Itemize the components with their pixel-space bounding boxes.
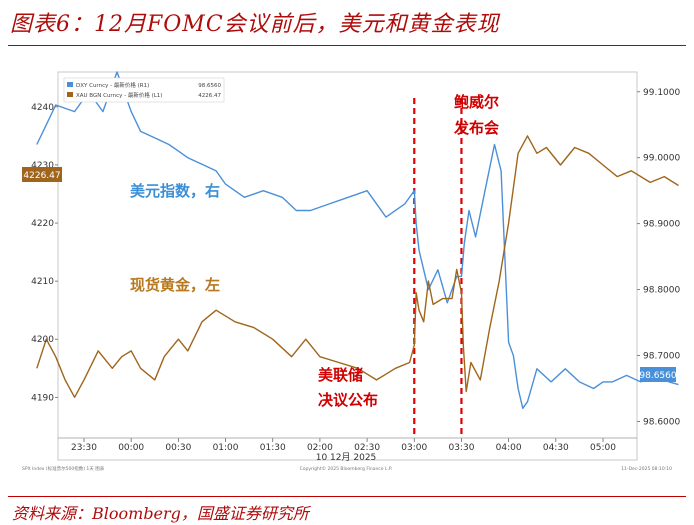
y-left-tick-label: 4230 xyxy=(31,161,54,171)
y-left-tick-label: 4240 xyxy=(31,103,54,113)
legend-swatch-xau xyxy=(67,92,73,97)
x-tick-label: 00:00 xyxy=(118,443,144,453)
last-value-badge-left xyxy=(22,167,62,182)
x-tick-label: 05:00 xyxy=(590,443,616,453)
last-value-left-text: 4226.47 xyxy=(23,171,60,181)
annotation-powell-line2: 发布会 xyxy=(453,119,499,137)
source-note: 资料来源：Bloomberg，国盛证券研究所 xyxy=(12,504,309,523)
chart-legend: DXY Curncy - 最新价格 (R1) 98.6560 XAU BGN C… xyxy=(63,77,225,103)
y-right-tick-label: 98.6000 xyxy=(643,418,680,428)
legend-swatch-dxy xyxy=(67,82,73,87)
footer-left: SPX Index (标准普尔500指数) 1天 图表 xyxy=(22,465,105,472)
x-date-label: 10 12月 2025 xyxy=(316,452,377,463)
source-rule xyxy=(8,496,686,497)
legend-label-xau: XAU BGN Curncy - 最新价格 (L1) xyxy=(76,91,162,99)
legend-value-xau: 4226.47 xyxy=(198,93,221,99)
y-right-tick-label: 99.1000 xyxy=(643,88,680,98)
annotation-dxy: 美元指数，右 xyxy=(130,182,220,200)
y-left-tick-label: 4210 xyxy=(31,277,54,287)
chart-title: 图表6：12月FOMC会议前后，美元和黄金表现 xyxy=(10,12,500,37)
x-tick-label: 03:00 xyxy=(401,443,427,453)
y-left-tick-label: 4200 xyxy=(31,335,54,345)
x-tick-label: 02:00 xyxy=(307,443,333,453)
annotation-fed-decision-line2: 决议公布 xyxy=(318,391,378,409)
last-value-badge-right xyxy=(640,367,676,382)
legend-label-dxy: DXY Curncy - 最新价格 (R1) xyxy=(76,81,149,89)
y-left-tick-label: 4220 xyxy=(31,219,54,229)
last-value-right-text: 98.6560 xyxy=(639,371,676,381)
annotation-powell-line1: 鲍威尔 xyxy=(454,93,499,111)
series-line-dxy xyxy=(36,71,679,409)
x-tick-label: 00:30 xyxy=(165,443,191,453)
y-right-tick-label: 98.9000 xyxy=(643,220,680,230)
x-tick-label: 23:30 xyxy=(71,443,97,453)
y-right-tick-label: 98.7000 xyxy=(643,352,680,362)
y-right-tick-label: 98.8000 xyxy=(643,286,680,296)
x-tick-label: 04:00 xyxy=(496,443,522,453)
legend-value-dxy: 98.6560 xyxy=(198,83,221,89)
series-line-gold xyxy=(36,135,679,398)
annotation-fed-decision-line1: 美联储 xyxy=(318,366,363,384)
y-left-tick-label: 4190 xyxy=(31,393,54,403)
x-tick-label: 01:30 xyxy=(260,443,286,453)
y-right-tick-label: 99.0000 xyxy=(643,154,680,164)
x-tick-label: 01:00 xyxy=(213,443,239,453)
x-tick-label: 02:30 xyxy=(354,443,380,453)
footer-right: 11-Dec-2025 08:10:10 xyxy=(621,466,672,472)
title-rule xyxy=(8,45,686,46)
x-tick-label: 03:30 xyxy=(448,443,474,453)
footer-center: Copyright© 2025 Bloomberg Finance L.P. xyxy=(300,465,393,472)
x-tick-label: 04:30 xyxy=(543,443,569,453)
annotation-gold: 现货黄金，左 xyxy=(130,276,220,294)
